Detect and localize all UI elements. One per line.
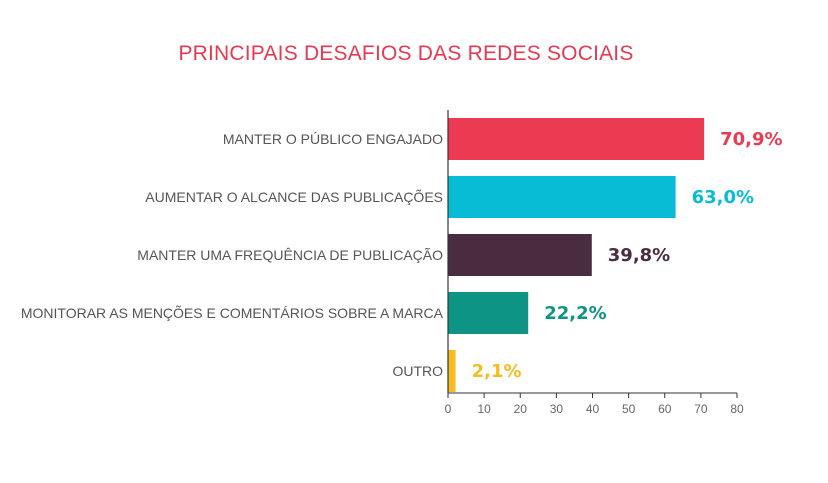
x-tick-label: 60 [658,402,672,416]
x-tick-label: 30 [550,402,564,416]
category-label: MONITORAR AS MENÇÕES E COMENTÁRIOS SOBRE… [21,305,444,321]
value-label: 39,8% [608,245,670,266]
x-tick-label: 40 [586,402,600,416]
bar [448,292,529,334]
category-label: MANTER UMA FREQUÊNCIA DE PUBLICAÇÃO [137,247,443,263]
value-label: 63,0% [692,187,754,208]
category-label: OUTRO [392,363,443,379]
x-tick-label: 70 [694,402,708,416]
x-tick-label: 20 [514,402,528,416]
value-label: 70,9% [720,129,782,150]
x-tick-label: 50 [622,402,636,416]
bar [448,234,592,276]
x-tick-label: 80 [730,402,744,416]
chart-title: PRINCIPAIS DESAFIOS DAS REDES SOCIAIS [178,42,634,65]
bar [448,350,456,392]
value-label: 22,2% [544,303,606,324]
bar [448,176,676,218]
x-tick-label: 10 [477,402,491,416]
bar [448,118,705,160]
value-label: 2,1% [472,361,522,382]
x-tick-label: 0 [445,402,452,416]
category-label: AUMENTAR O ALCANCE DAS PUBLICAÇÕES [145,189,443,205]
category-label: MANTER O PÚBLICO ENGAJADO [223,131,443,147]
